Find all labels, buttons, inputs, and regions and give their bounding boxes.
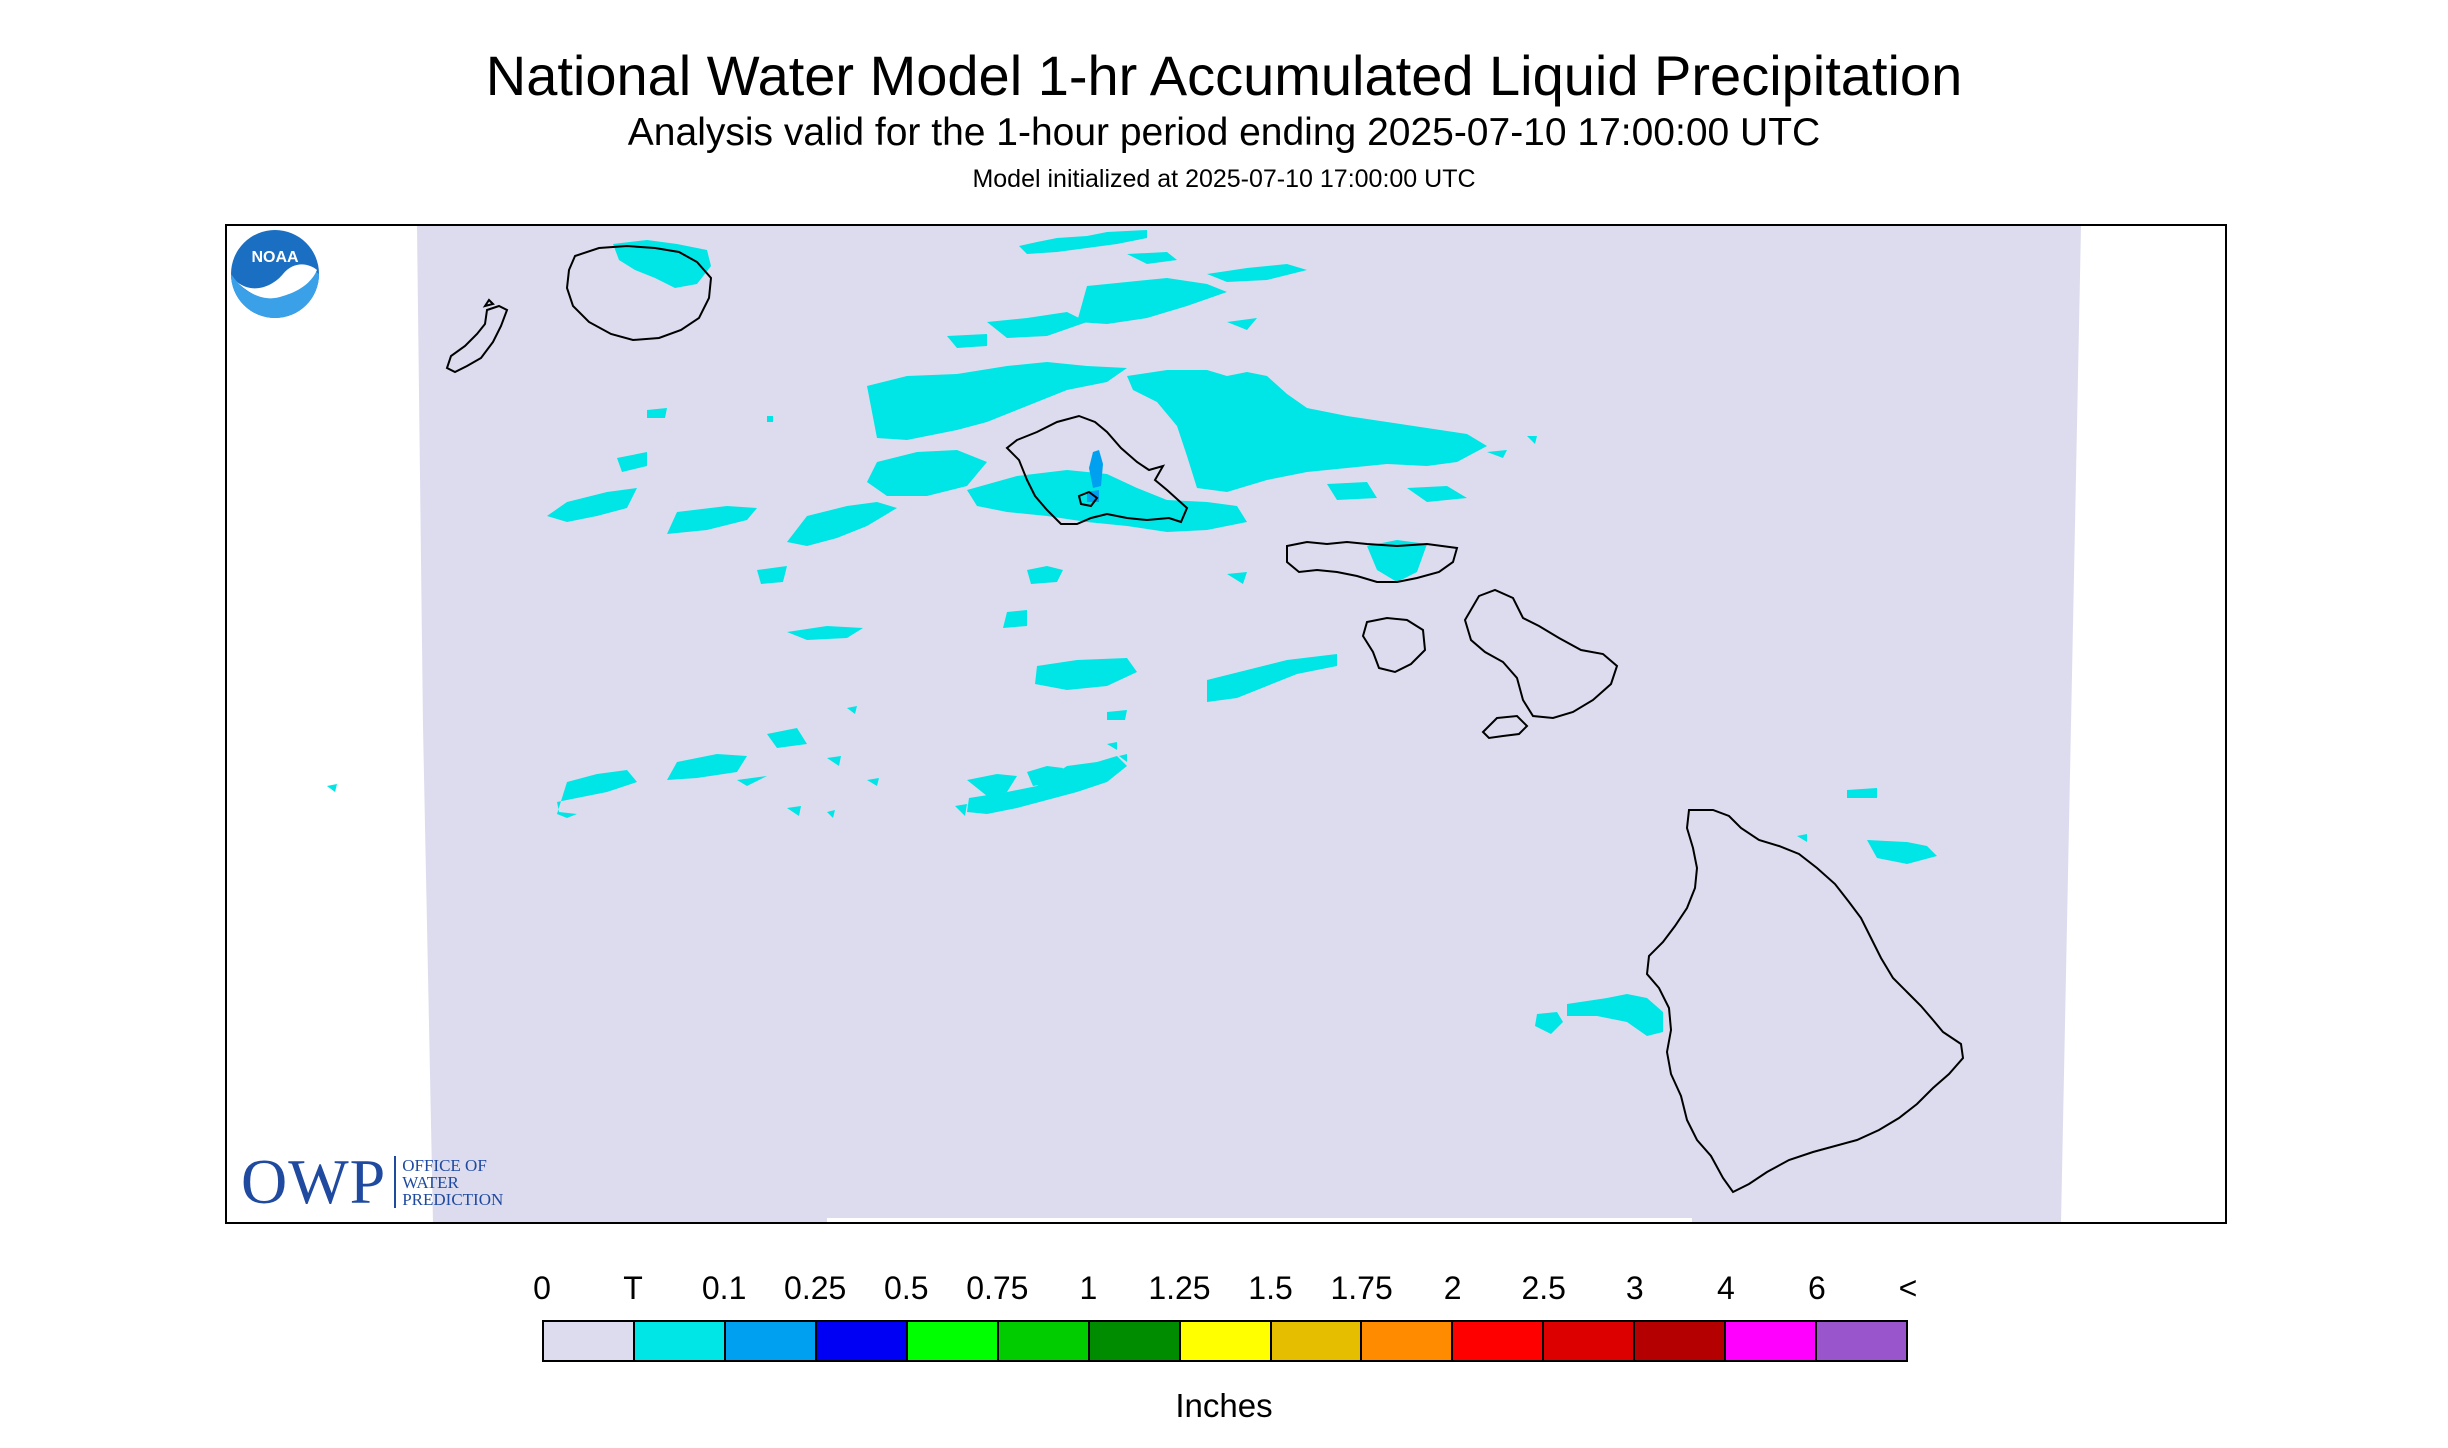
legend-labels: 0 T 0.1 0.25 0.5 0.75 1 1.25 1.5 1.75 2 2.5 3 4 6 <: [0, 1268, 2448, 1308]
legend-swatch: [1180, 1322, 1272, 1360]
owp-logo-line: PREDICTION: [402, 1189, 504, 1209]
model-domain: [417, 226, 2081, 1222]
owp-logo-line: OFFICE OF: [402, 1155, 487, 1175]
legend-units: Inches: [1175, 1387, 1273, 1424]
niihau-coast: [445, 304, 509, 374]
legend-label: 2: [1443, 1270, 1462, 1306]
lanai-coast: [1361, 616, 1427, 674]
legend-label: <: [1898, 1270, 1918, 1306]
owp-logo-divider: [394, 1156, 397, 1208]
owp-logo-text: OWP: [241, 1146, 387, 1217]
legend-label: 1.5: [1248, 1270, 1293, 1306]
legend-swatch: [1089, 1322, 1181, 1360]
oahu-coast: [1005, 414, 1189, 525]
legend-label: 3: [1625, 1270, 1644, 1306]
legend-color-bar: [542, 1320, 1908, 1362]
legend-label: 1: [1079, 1270, 1098, 1306]
svg-text:NOAA: NOAA: [251, 249, 299, 266]
legend-swatch: [998, 1322, 1090, 1360]
legend-swatch: [907, 1322, 999, 1360]
legend-label: 0.1: [701, 1270, 747, 1306]
maui-coast: [1463, 588, 1619, 720]
noaa-logo: NOAA: [228, 227, 322, 321]
island-coastlines: [445, 244, 1965, 1194]
precipitation-cells: [327, 230, 1937, 1036]
legend-swatch: [1817, 1322, 1907, 1360]
legend-label: 1.25: [1148, 1270, 1211, 1306]
map-subtitle: Analysis valid for the 1-hour period end…: [627, 111, 1821, 154]
legend-label: 0.5: [884, 1270, 929, 1306]
legend-swatch: [1271, 1322, 1363, 1360]
legend-label: 0.75: [966, 1270, 1029, 1306]
legend-label: 2.5: [1521, 1270, 1566, 1306]
legend-swatch: [1544, 1322, 1636, 1360]
legend-swatch: [1726, 1322, 1818, 1360]
molokai-coast: [1286, 540, 1459, 583]
map-canvas: [327, 226, 2081, 1222]
legend-swatch: [634, 1322, 726, 1360]
owp-logo-line: WATER: [402, 1172, 459, 1192]
legend-label: T: [623, 1270, 643, 1306]
owp-logo: OWP OFFICE OF WATER PREDICTION: [241, 1146, 504, 1217]
legend-swatch: [544, 1322, 635, 1360]
legend-label: 0.25: [784, 1270, 847, 1306]
legend-swatch: [725, 1322, 817, 1360]
map-title: National Water Model 1-hr Accumulated Li…: [485, 44, 1963, 107]
legend-swatch: [1362, 1322, 1454, 1360]
kauai-coast: [565, 244, 713, 342]
legend-swatch: [816, 1322, 908, 1360]
precipitation-map[interactable]: OWP OFFICE OF WATER PREDICTION NOAA: [225, 224, 2227, 1224]
legend-label: 4: [1716, 1270, 1735, 1306]
legend-label: 6: [1808, 1270, 1826, 1306]
legend-label: 0: [533, 1270, 551, 1306]
model-init-time: Model initialized at 2025-07-10 17:00:00…: [972, 165, 1476, 193]
legend-swatch: [1453, 1322, 1545, 1360]
kahoolawe-coast: [1481, 714, 1529, 740]
legend-swatch: [1635, 1322, 1727, 1360]
legend-label: 1.75: [1330, 1270, 1393, 1306]
big-island-coast: [1645, 809, 1965, 1194]
